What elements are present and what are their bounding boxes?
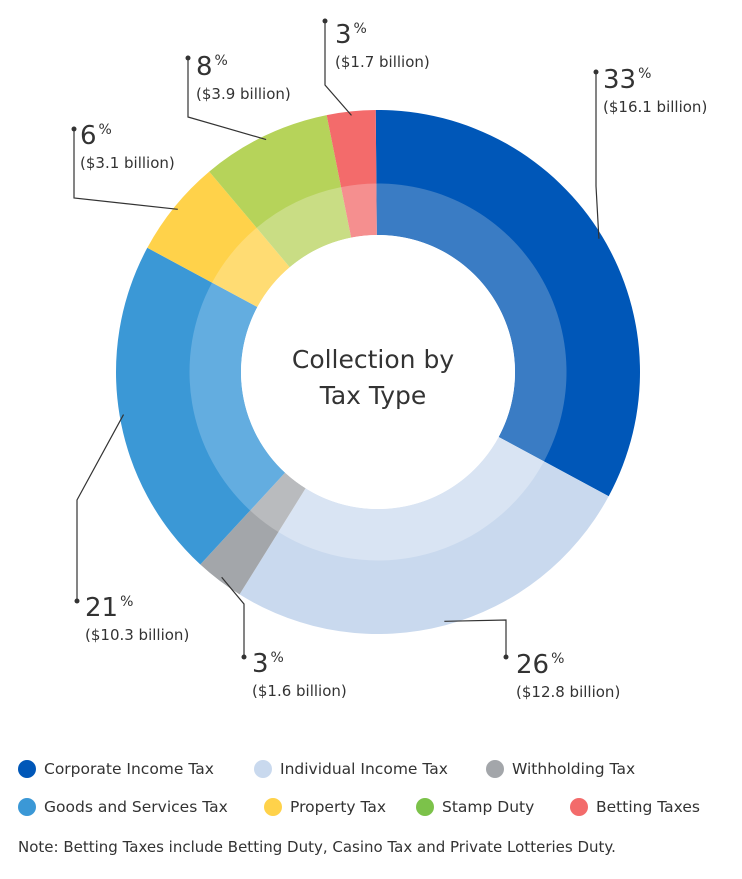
slice-outer-property-tax <box>147 171 257 283</box>
slice-inner-property-tax <box>212 227 290 308</box>
percent-label-goods-and-services-tax: 21% <box>85 593 133 623</box>
slice-outer-goods-and-services-tax <box>116 247 251 565</box>
leader-dot-property-tax <box>71 126 77 132</box>
amount-label-goods-and-services-tax: ($10.3 billion) <box>85 626 189 644</box>
legend-row-2: Goods and Services Tax Property Tax Stam… <box>18 798 700 816</box>
leader-line-goods-and-services-tax <box>76 414 125 601</box>
percent-label-betting-taxes: 3% <box>335 20 367 50</box>
percent-label-corporate-income-tax: 33% <box>603 65 651 95</box>
leader-line-stamp-duty <box>187 58 267 141</box>
slice-outer-individual-income-tax <box>239 461 609 634</box>
slice-inner-individual-income-tax <box>278 436 544 561</box>
amount-label-property-tax: ($3.1 billion) <box>80 154 175 172</box>
legend-swatch <box>264 798 282 816</box>
percent-label-stamp-duty: 8% <box>196 52 228 82</box>
legend-item-betting-taxes: Betting Taxes <box>570 798 700 816</box>
amount-label-individual-income-tax: ($12.8 billion) <box>516 683 620 701</box>
slice-outer-betting-taxes <box>326 110 377 188</box>
legend-item-property-tax: Property Tax <box>264 798 416 816</box>
legend-label: Corporate Income Tax <box>44 760 214 778</box>
percent-label-individual-income-tax: 26% <box>516 650 564 680</box>
legend-label: Betting Taxes <box>596 798 700 816</box>
legend-label: Stamp Duty <box>442 798 535 816</box>
legend-row-1: Corporate Income Tax Individual Income T… <box>18 760 635 778</box>
donut-chart: 33 % ($16.1 billion) 26 % ($12.8 billion) 3 % ($… <box>71 18 707 701</box>
chart-title-line-2: Tax Type <box>319 381 427 410</box>
legend-swatch <box>570 798 588 816</box>
legend-label: Goods and Services Tax <box>44 798 228 816</box>
slice-inner-corporate-income-tax <box>376 183 567 462</box>
legend-swatch <box>486 760 504 778</box>
leader-line-betting-taxes <box>324 21 352 116</box>
legend-label: Property Tax <box>290 798 387 816</box>
legend-item-individual-income-tax: Individual Income Tax <box>254 760 486 778</box>
leader-dot-individual-income-tax <box>503 654 509 660</box>
leader-line-withholding-tax <box>221 576 245 657</box>
legend-label: Individual Income Tax <box>280 760 448 778</box>
slice-outer-withholding-tax <box>200 510 279 595</box>
legend-item-corporate-income-tax: Corporate Income Tax <box>18 760 254 778</box>
leader-dot-stamp-duty <box>185 55 191 61</box>
slice-inner-stamp-duty <box>256 187 352 268</box>
slice-outer-corporate-income-tax <box>375 110 640 497</box>
amount-label-betting-taxes: ($1.7 billion) <box>335 53 430 71</box>
chart-title-line-1: Collection by <box>292 345 454 374</box>
legend-item-goods-and-services-tax: Goods and Services Tax <box>18 798 264 816</box>
leader-line-individual-income-tax <box>444 619 507 657</box>
leader-dot-betting-taxes <box>322 18 328 24</box>
leader-dot-withholding-tax <box>241 654 247 660</box>
leader-line-property-tax <box>73 129 178 210</box>
percent-label-withholding-tax: 3% <box>252 649 284 679</box>
slice-inner-betting-taxes <box>341 183 377 238</box>
legend-item-withholding-tax: Withholding Tax <box>486 760 635 778</box>
legend-swatch <box>18 760 36 778</box>
legend-label: Withholding Tax <box>512 760 636 778</box>
legend-swatch <box>254 760 272 778</box>
footnote: Note: Betting Taxes include Betting Duty… <box>18 838 616 856</box>
legend-swatch <box>416 798 434 816</box>
slice-outer-stamp-duty <box>209 115 342 229</box>
leader-dot-corporate-income-tax <box>593 69 599 75</box>
leader-line-corporate-income-tax <box>595 72 600 239</box>
legend-item-stamp-duty: Stamp Duty <box>416 798 570 816</box>
amount-label-corporate-income-tax: ($16.1 billion) <box>603 98 707 116</box>
percent-label-property-tax: 6% <box>80 121 112 151</box>
amount-label-withholding-tax: ($1.6 billion) <box>252 682 347 700</box>
donut-hole <box>241 235 515 509</box>
amount-label-stamp-duty: ($3.9 billion) <box>196 85 291 103</box>
slice-inner-withholding-tax <box>250 472 306 533</box>
legend-swatch <box>18 798 36 816</box>
slice-inner-goods-and-services-tax <box>189 282 286 511</box>
leader-dot-goods-and-services-tax <box>74 598 80 604</box>
